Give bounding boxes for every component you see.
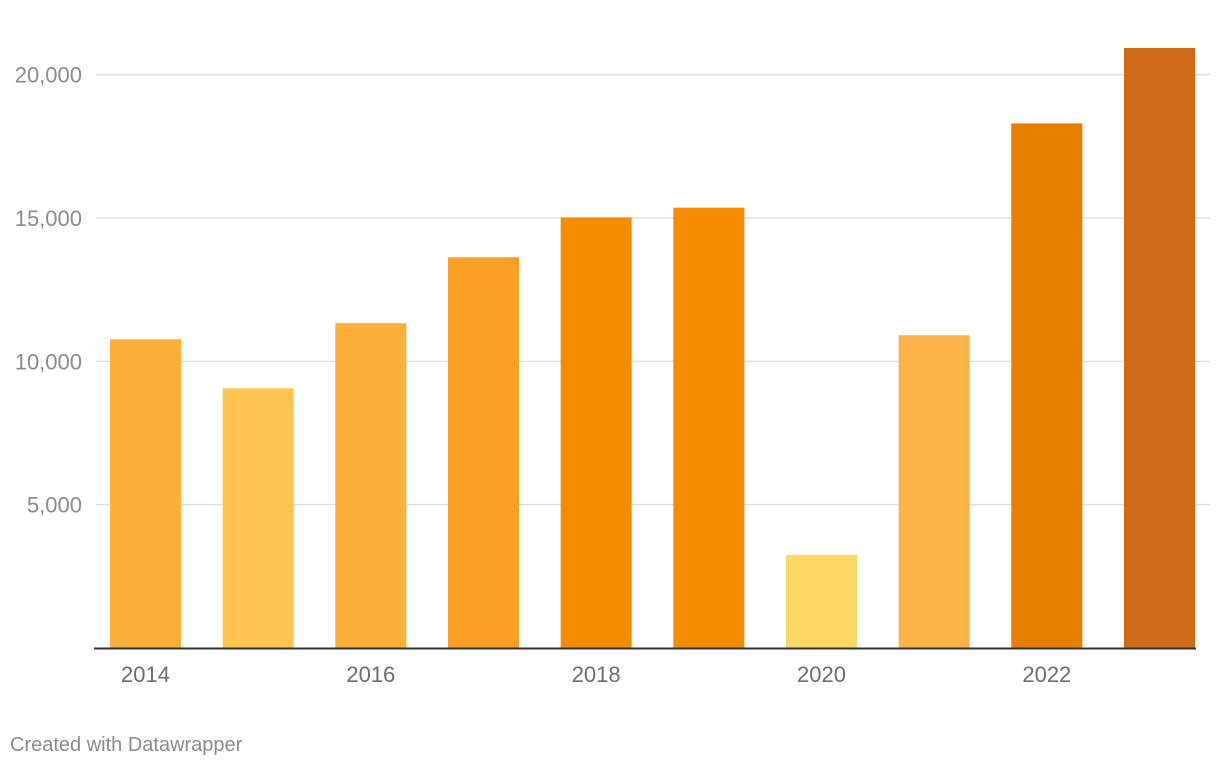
y-tick-label: 5,000: [27, 493, 82, 518]
x-tick-label: 2018: [572, 662, 621, 687]
bar-2021[interactable]: [898, 335, 970, 648]
bar-2018[interactable]: [560, 217, 632, 648]
bar-chart: 5,000 10,000 15,000 20,000 2014 2016 2018 2020…: [15, 48, 1210, 687]
y-tick-label: 10,000: [15, 349, 82, 374]
x-tick-label: 2022: [1022, 662, 1071, 687]
x-axis-labels: 2014 2016 2018 2020 2022: [121, 662, 1071, 687]
bar-2023[interactable]: [1124, 48, 1195, 648]
bar-2019[interactable]: [673, 207, 745, 648]
x-tick-label: 2020: [797, 662, 846, 687]
bar-2015[interactable]: [222, 388, 294, 648]
bar-2022[interactable]: [1011, 123, 1083, 649]
y-axis-labels: 5,000 10,000 15,000 20,000: [15, 63, 82, 518]
y-tick-label: 20,000: [15, 63, 82, 88]
bar-2014[interactable]: [110, 339, 181, 648]
bar-2020[interactable]: [786, 554, 857, 648]
bar-2017[interactable]: [448, 257, 519, 648]
x-tick-label: 2014: [121, 662, 170, 687]
y-tick-label: 15,000: [15, 206, 82, 231]
bar-2016[interactable]: [335, 323, 407, 648]
bars: [110, 48, 1195, 649]
datawrapper-credit[interactable]: Created with Datawrapper: [10, 734, 243, 756]
x-tick-label: 2016: [346, 662, 395, 687]
